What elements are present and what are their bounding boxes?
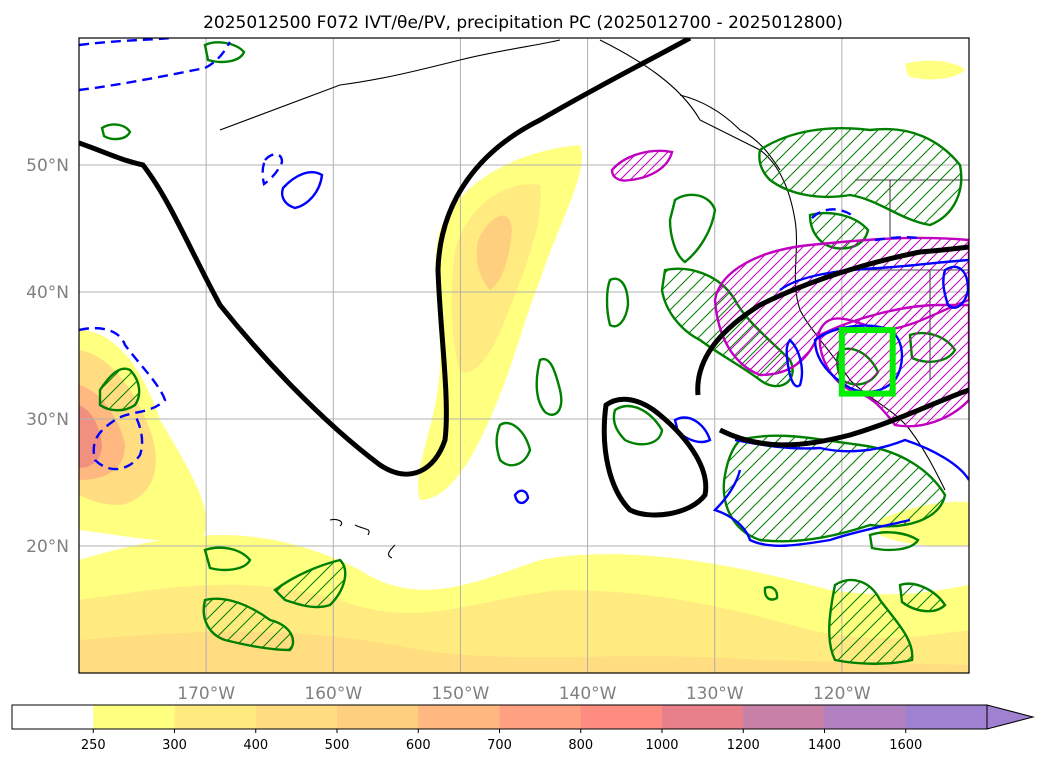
precip-contour-south-small xyxy=(898,582,947,613)
pv-dashed-contour-west xyxy=(79,326,167,471)
coastline-aleutians xyxy=(219,39,561,131)
precip-contour-open-4 xyxy=(495,421,532,467)
theta-e-contour-main xyxy=(79,38,692,477)
lat-label-20n: 20°N xyxy=(26,537,69,557)
coastline-hawaii xyxy=(329,518,396,559)
pv-contour-coast xyxy=(779,258,969,388)
theta-e-contour-east xyxy=(695,244,969,448)
colorbar-segment xyxy=(418,705,500,729)
colorbar-segment xyxy=(255,705,338,729)
lon-label-130w: 130°W xyxy=(686,684,744,704)
colorbar-segment xyxy=(93,705,175,729)
pv-dashed-contour-inland xyxy=(811,208,919,242)
precip-contour-pacific-northwest xyxy=(758,127,963,227)
ivt-west-core xyxy=(79,405,102,468)
colorbar-label-600: 600 xyxy=(406,738,431,753)
precip-contour-far-west xyxy=(98,367,141,412)
lat-label-30n: 30°N xyxy=(26,410,69,430)
pv-contour-north-small xyxy=(281,171,324,210)
precip-contour-open-2 xyxy=(605,277,630,328)
colorbar-extend-arrow xyxy=(986,704,1035,730)
precip-contour-open-7 xyxy=(868,531,920,552)
map-panel: 50°N 40°N 30°N 20°N 170°W 160°W 150°W 14… xyxy=(26,37,970,704)
theta-e-contours xyxy=(79,38,969,518)
ivt-plume-core xyxy=(476,215,512,290)
colorbar-label-1200: 1200 xyxy=(727,738,760,753)
ivt-patch-northeast xyxy=(905,60,965,80)
colorbar-label-1000: 1000 xyxy=(645,738,678,753)
precip-contour-open-3 xyxy=(535,357,563,416)
colorbar-label-800: 800 xyxy=(568,738,593,753)
lat-label-40n: 40°N xyxy=(26,283,69,303)
colorbar-label-700: 700 xyxy=(487,738,512,753)
precip-contour-open-8 xyxy=(203,41,246,64)
pv-contour-inland xyxy=(942,265,969,309)
lon-label-140w: 140°W xyxy=(559,684,617,704)
colorbar-segment xyxy=(824,705,907,729)
colorbar: 250 300 400 500 600 700 800 1000 1200 14… xyxy=(11,704,1035,753)
pv-contour-small xyxy=(513,489,530,505)
colorbar-segment xyxy=(743,705,825,729)
precip-contour-open-6 xyxy=(612,404,664,446)
ivt-filled-contours xyxy=(79,60,969,673)
precip-contour-open-5 xyxy=(203,546,252,572)
longitude-labels: 170°W 160°W 150°W 140°W 130°W 120°W xyxy=(177,684,871,704)
theta-e-contour-closed xyxy=(601,396,709,518)
colorbar-segment xyxy=(499,705,582,729)
colorbar-labels: 250 300 400 500 600 700 800 1000 1200 14… xyxy=(81,738,922,753)
colorbar-label-400: 400 xyxy=(243,738,268,753)
map-title: 2025012500 F072 IVT/θe/PV, precipitation… xyxy=(203,13,843,33)
lon-label-150w: 150°W xyxy=(432,684,490,704)
colorbar-segments xyxy=(12,705,988,729)
ivt-band-south-core xyxy=(79,631,969,673)
precip-contour-open-1 xyxy=(668,193,717,264)
colorbar-segment xyxy=(662,705,744,729)
precip-contour-open-11 xyxy=(763,585,779,601)
precip-contour-west-south-2 xyxy=(273,558,347,609)
colorbar-ticks xyxy=(92,729,907,733)
colorbar-segment xyxy=(580,705,663,729)
latitude-labels: 50°N 40°N 30°N 20°N xyxy=(26,156,69,557)
colorbar-label-250: 250 xyxy=(81,738,106,753)
colorbar-segment xyxy=(174,705,257,729)
lon-label-160w: 160°W xyxy=(304,684,362,704)
region-highlight-box xyxy=(838,327,896,397)
pv-dashed-contour-north xyxy=(261,153,284,186)
colorbar-segment xyxy=(337,705,419,729)
lon-label-170w: 170°W xyxy=(177,684,235,704)
colorbar-label-500: 500 xyxy=(325,738,350,753)
precip-contour-west-south xyxy=(202,597,295,652)
lon-label-120w: 120°W xyxy=(813,684,871,704)
lat-label-50n: 50°N xyxy=(26,156,69,176)
map-frame xyxy=(78,37,970,674)
colorbar-label-1400: 1400 xyxy=(808,738,841,753)
colorbar-label-1600: 1600 xyxy=(889,738,922,753)
colorbar-segment xyxy=(12,705,94,729)
precip-contour-open-9 xyxy=(100,123,132,141)
colorbar-segment xyxy=(905,705,988,729)
pv-anomaly-contour-north xyxy=(610,149,674,182)
pv-contours xyxy=(281,171,969,547)
colorbar-label-300: 300 xyxy=(162,738,187,753)
precip-contour-baja xyxy=(828,578,914,665)
